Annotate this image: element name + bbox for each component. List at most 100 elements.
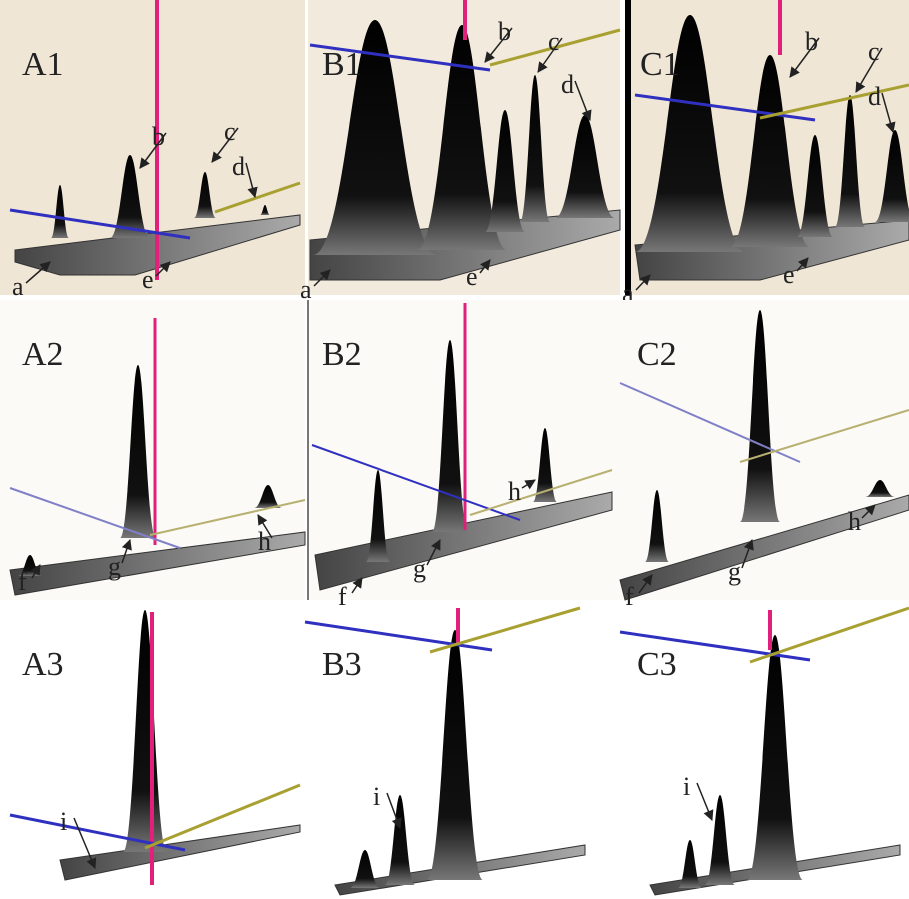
axis-line (144, 783, 301, 850)
axis-line (9, 487, 181, 549)
axis-line (619, 382, 801, 463)
axis-line (634, 93, 816, 122)
axis-line (429, 606, 581, 654)
annotation-arrow (789, 37, 820, 78)
annotation-letter: i (373, 782, 380, 811)
annotation-arrow (155, 261, 171, 277)
annotation-letter: c (868, 37, 880, 66)
annotation-arrow (25, 261, 51, 284)
annotation-arrow (73, 817, 97, 869)
peak (120, 365, 156, 538)
annotation-letter: h (508, 477, 521, 506)
annotation-arrow (386, 792, 402, 829)
peak (678, 840, 702, 888)
annotation-letter: e (142, 265, 154, 294)
annotation-letter: b (805, 27, 818, 56)
annotation-arrow (139, 132, 167, 169)
panel: A1 a b cd e (0, 0, 305, 301)
peak (194, 172, 216, 218)
panel-label: B2 (322, 336, 362, 373)
annotation-arrow (30, 564, 41, 579)
annotation-letter: i (683, 772, 690, 801)
annotation-letter: g (728, 557, 741, 586)
peak (555, 115, 615, 218)
peak (260, 205, 270, 215)
annotation-letter: a (12, 272, 24, 301)
panel-label: C3 (637, 646, 677, 683)
axis-line (311, 444, 521, 521)
annotation-arrow (638, 574, 653, 594)
axis-line (759, 83, 909, 120)
panel-label: A3 (22, 646, 64, 683)
peak (313, 20, 437, 255)
annotation-arrow (796, 257, 809, 272)
annotation-letter: b (498, 17, 511, 46)
surface-platform (634, 219, 909, 281)
annotation-letter: d (232, 152, 245, 181)
axis-line (309, 43, 491, 72)
peak (485, 110, 525, 232)
peak (797, 135, 833, 237)
peak (705, 795, 735, 885)
annotation-letter: d (868, 82, 881, 111)
peak (417, 25, 507, 250)
annotation-letter: e (783, 260, 795, 289)
peak (740, 310, 780, 522)
peak (533, 428, 557, 502)
surface-platform (314, 491, 613, 591)
annotation-letter: c (224, 117, 236, 146)
peak (123, 610, 167, 852)
panel-label: C2 (637, 336, 677, 373)
peak (520, 75, 550, 222)
axis-line (469, 469, 613, 516)
peak (645, 490, 669, 562)
annotation-arrow (855, 47, 883, 93)
annotation-letter: h (258, 527, 271, 556)
annotation-arrow (479, 259, 491, 274)
panel-label: C1 (640, 46, 680, 83)
annotation-arrow (313, 269, 331, 287)
axis-line (619, 630, 811, 662)
annotation-letter: i (60, 807, 67, 836)
annotation-letter: f (625, 582, 634, 611)
surface-platform (9, 531, 306, 596)
axis-line (9, 208, 191, 240)
peak (747, 635, 803, 880)
annotation-arrow (211, 127, 239, 163)
annotation-letter: h (848, 507, 861, 536)
annotation-arrow (245, 162, 258, 199)
annotation-arrow (696, 782, 714, 821)
annotation-arrow (521, 479, 536, 490)
panel-label: A2 (22, 336, 64, 373)
panel: C2 f g h (619, 300, 909, 611)
annotation-arrow (881, 92, 896, 134)
axis-line (749, 606, 909, 664)
surface-platform (59, 824, 301, 881)
panel-label: B3 (322, 646, 362, 683)
peak (875, 130, 909, 222)
axis-line (739, 409, 909, 463)
surface-platform (619, 494, 909, 601)
annotation-arrow (351, 577, 363, 594)
annotation-letter: a (300, 275, 312, 304)
panel: A2 f g h (0, 300, 306, 600)
annotation-arrow (574, 80, 592, 121)
annotation-arrow (484, 27, 513, 63)
panel: B1 a b cd e (300, 0, 621, 304)
peak (835, 95, 865, 227)
annotation-letter: e (466, 262, 478, 291)
axis-line (149, 499, 306, 536)
peak (635, 15, 745, 252)
panel-label: B1 (322, 46, 362, 83)
annotation-letter: f (18, 567, 27, 596)
panel: B3 i (304, 605, 620, 899)
axis-line (304, 620, 493, 652)
annotation-arrow (741, 539, 754, 569)
annotation-arrow (121, 539, 132, 564)
peak (730, 55, 810, 247)
annotation-arrow (537, 37, 563, 73)
peak (865, 480, 895, 497)
peak (254, 485, 282, 508)
peak (110, 155, 150, 238)
